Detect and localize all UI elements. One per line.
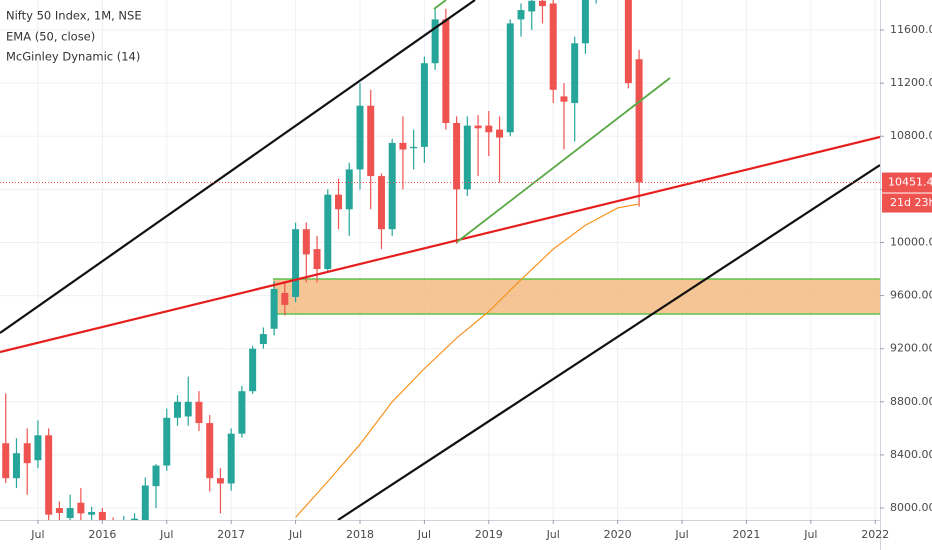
trend-line-green-top bbox=[433, 0, 447, 10]
candle-body bbox=[463, 125, 471, 190]
candle-body bbox=[624, 0, 632, 84]
x-tick-label: Jul bbox=[674, 528, 688, 541]
legend-entry: McGinley Dynamic (14) bbox=[6, 50, 140, 64]
trend-line-green bbox=[456, 77, 671, 243]
candle-body bbox=[34, 435, 42, 461]
ema-line bbox=[295, 203, 640, 518]
x-tick-label: Jul bbox=[159, 528, 173, 541]
candle-body bbox=[216, 478, 224, 484]
candle-body bbox=[281, 292, 289, 305]
support-zone bbox=[273, 279, 880, 314]
channel-lower bbox=[337, 164, 880, 520]
candle-body bbox=[302, 229, 310, 255]
x-tick-label: 2018 bbox=[346, 528, 374, 541]
y-tick-label: 8800.00 bbox=[890, 395, 932, 408]
candle-body bbox=[88, 512, 96, 515]
y-tick-label: 8000.00 bbox=[890, 501, 932, 514]
x-tick-label: Jul bbox=[417, 528, 431, 541]
candle-body bbox=[635, 59, 643, 183]
y-tick-label: 10800.00 bbox=[890, 129, 932, 142]
x-tick-label: 2016 bbox=[88, 528, 116, 541]
candle-body bbox=[345, 169, 353, 210]
countdown-box bbox=[882, 193, 932, 213]
candle-body bbox=[227, 433, 235, 484]
x-tick-label: Jul bbox=[288, 528, 302, 541]
candle-body bbox=[313, 249, 321, 270]
candle-body bbox=[45, 435, 53, 515]
candle-body bbox=[474, 125, 482, 129]
candle-body bbox=[141, 485, 149, 520]
candle-body bbox=[152, 465, 160, 487]
candle-body bbox=[420, 63, 428, 147]
candle-body bbox=[549, 3, 557, 90]
chart-title: Nifty 50 Index, 1M, NSE bbox=[6, 9, 142, 23]
candle-body bbox=[98, 512, 106, 520]
candle-body bbox=[195, 401, 203, 424]
candle-body bbox=[173, 401, 181, 418]
y-tick-label: 11600.00 bbox=[890, 23, 932, 36]
candle-body bbox=[12, 453, 20, 479]
candle-body bbox=[571, 43, 579, 104]
candle-body bbox=[163, 417, 171, 466]
candle-body bbox=[485, 125, 493, 133]
candle-body bbox=[23, 443, 31, 464]
candle-body bbox=[528, 0, 536, 12]
candle-body bbox=[496, 129, 504, 138]
candle-body bbox=[453, 122, 461, 190]
x-tick-label: 2017 bbox=[217, 528, 245, 541]
candle-body bbox=[55, 508, 63, 513]
x-tick-label: Jul bbox=[30, 528, 44, 541]
candle-body bbox=[399, 142, 407, 150]
plot-area bbox=[0, 0, 880, 548]
candle-body bbox=[2, 443, 10, 479]
candle-body bbox=[120, 521, 127, 548]
y-tick-label: 9200.00 bbox=[890, 342, 932, 355]
y-tick-label: 9600.00 bbox=[890, 289, 932, 302]
countdown-label: 21d 23h bbox=[890, 196, 932, 209]
candle-body bbox=[259, 334, 267, 345]
last-price-label: 10451.45 bbox=[888, 176, 932, 189]
x-tick-label: 2019 bbox=[475, 528, 503, 541]
x-tick-label: Jul bbox=[546, 528, 560, 541]
x-tick-label: 2022 bbox=[861, 528, 889, 541]
x-tick-label: 2021 bbox=[732, 528, 760, 541]
candles bbox=[2, 0, 643, 548]
candle-body bbox=[560, 96, 568, 102]
grid bbox=[0, 0, 880, 520]
candle-body bbox=[506, 23, 514, 133]
last-price-box bbox=[882, 172, 932, 193]
candle-body bbox=[388, 142, 396, 230]
x-tick-label: Jul bbox=[803, 528, 817, 541]
y-tick-label: 10000.00 bbox=[890, 235, 932, 248]
candle-body bbox=[442, 19, 450, 123]
x-tick-label: 2020 bbox=[604, 528, 632, 541]
channel-upper bbox=[0, 0, 476, 334]
candle-body bbox=[581, 0, 589, 44]
legend-entry: EMA (50, close) bbox=[6, 30, 95, 44]
candle-body bbox=[431, 19, 439, 64]
candle-body bbox=[356, 105, 364, 170]
candle-body bbox=[410, 146, 418, 149]
candle-body bbox=[131, 518, 139, 520]
candle-body bbox=[66, 508, 74, 519]
candle-body bbox=[538, 0, 546, 7]
candle-body bbox=[517, 10, 525, 20]
candle-body bbox=[77, 502, 85, 514]
candle-body bbox=[335, 194, 343, 210]
candle-body bbox=[238, 391, 246, 434]
candle-body bbox=[292, 229, 300, 297]
candle-body bbox=[324, 194, 332, 270]
candle-body bbox=[377, 176, 385, 230]
candle-body bbox=[367, 105, 375, 177]
candle-body bbox=[206, 423, 214, 479]
trend-line-red bbox=[0, 135, 880, 354]
y-tick-label: 11200.00 bbox=[890, 76, 932, 89]
candle-body bbox=[184, 401, 192, 417]
candle-body bbox=[270, 288, 278, 329]
y-tick-label: 8400.00 bbox=[890, 448, 932, 461]
candle-body bbox=[249, 348, 257, 392]
